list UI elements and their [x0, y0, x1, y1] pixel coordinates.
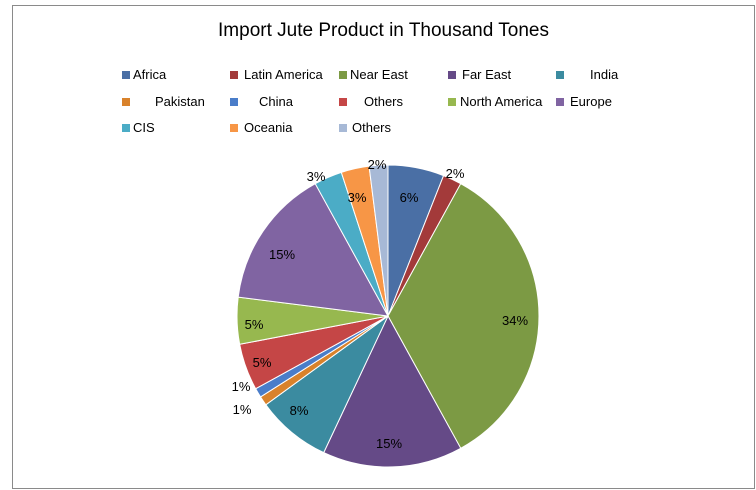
- data-label: 8%: [290, 403, 309, 418]
- legend-swatch: [122, 71, 130, 79]
- data-label: 34%: [502, 313, 528, 328]
- data-label: 1%: [233, 402, 252, 417]
- chart-title: Import Jute Product in Thousand Tones: [218, 20, 549, 41]
- data-label: 1%: [232, 379, 251, 394]
- legend-label: Others: [352, 120, 392, 135]
- pie-slice: [323, 314, 462, 468]
- legend-swatch: [556, 98, 564, 106]
- legend-label: Near East: [350, 67, 408, 82]
- data-label: 3%: [307, 169, 326, 184]
- pie-slice: [387, 183, 540, 449]
- data-label: 5%: [253, 355, 272, 370]
- pie-slice: [237, 183, 389, 317]
- data-label: 3%: [348, 190, 367, 205]
- legend-swatch: [448, 71, 456, 79]
- data-label: 6%: [400, 190, 419, 205]
- legend-swatch: [339, 98, 347, 106]
- data-label: 2%: [368, 157, 387, 172]
- data-label: 2%: [446, 166, 465, 181]
- data-label: 15%: [269, 247, 295, 262]
- legend-label: North America: [460, 94, 543, 109]
- legend-label: CIS: [133, 120, 155, 135]
- legend-label: Oceania: [244, 120, 293, 135]
- legend-swatch: [230, 71, 238, 79]
- data-label: 5%: [245, 317, 264, 332]
- legend-swatch: [230, 98, 238, 106]
- legend-swatch: [230, 124, 238, 132]
- legend-swatch: [122, 124, 130, 132]
- legend-label: Europe: [570, 94, 612, 109]
- legend-label: Others: [364, 94, 404, 109]
- legend-label: China: [259, 94, 293, 109]
- legend-swatch: [122, 98, 130, 106]
- legend-label: Far East: [462, 67, 512, 82]
- legend-swatch: [339, 124, 347, 132]
- legend-label: Africa: [133, 67, 167, 82]
- legend-swatch: [339, 71, 347, 79]
- legend-label: Latin America: [244, 67, 323, 82]
- legend-swatch: [448, 98, 456, 106]
- legend-label: India: [590, 67, 619, 82]
- pie-slice: [368, 164, 389, 317]
- data-label: 15%: [376, 436, 402, 451]
- legend-label: Pakistan: [155, 94, 205, 109]
- legend-swatch: [556, 71, 564, 79]
